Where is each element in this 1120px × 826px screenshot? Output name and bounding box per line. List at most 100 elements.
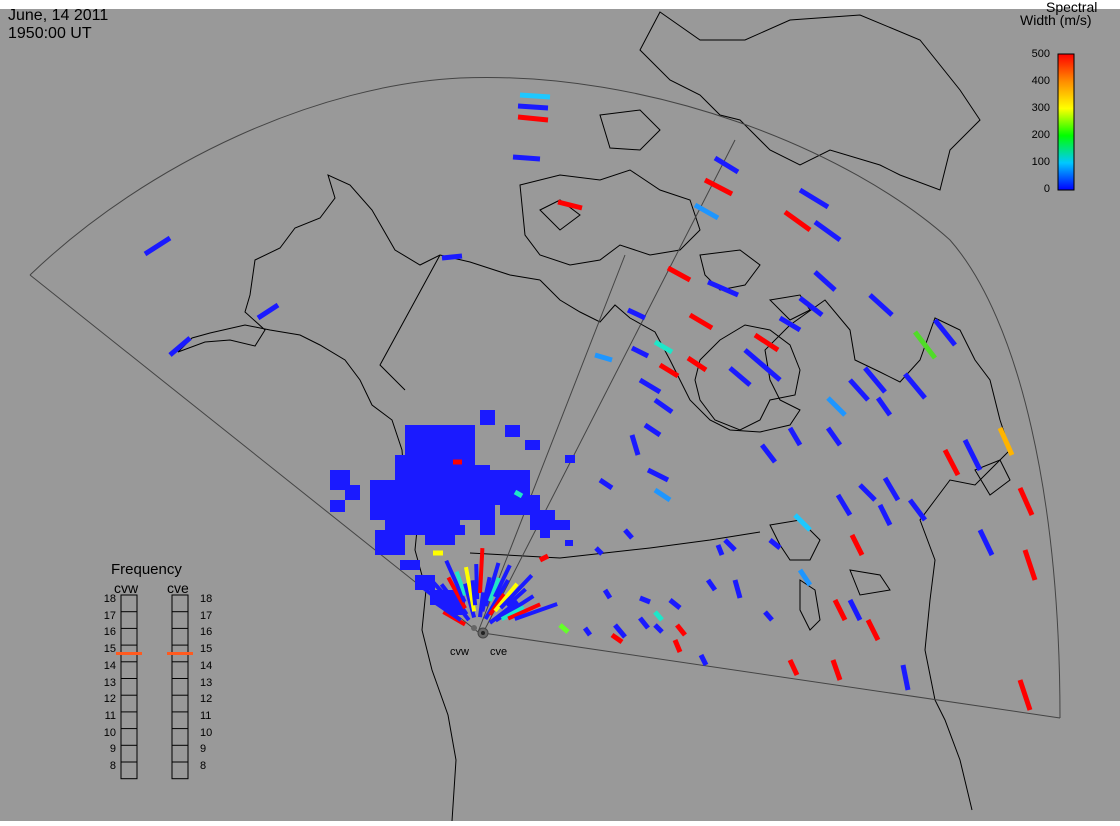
frequency-scale-label-left: 16 [103,626,116,639]
echo-segment [626,307,647,321]
echo-segment [517,103,549,111]
cvw-site-marker [471,625,477,631]
echo-segment [1017,486,1035,517]
echo-segment [832,598,848,622]
echo-cell [530,510,555,530]
echo-segment [444,559,467,603]
frequency-scale-label-left: 9 [109,743,116,756]
frequency-scale-label-right: 18 [200,593,213,605]
echo-segment [875,396,893,417]
echo-segment [903,372,927,400]
echo-segment [787,426,803,447]
echo-segment [514,602,558,621]
echo-segment [629,434,641,456]
echo-segment [653,610,664,622]
echo-segment [753,332,780,353]
echo-segment [446,576,467,610]
echo-segment [646,467,670,483]
echo-segment [830,659,843,681]
echo-segment [658,362,680,379]
echo-segment [768,538,782,550]
echo-segment [933,318,957,347]
station-label-west: cvw [450,646,469,658]
backscatter-echoes [143,92,1038,711]
echo-segment [778,315,802,333]
echo-segment [512,154,541,162]
echo-segment [494,594,535,623]
nova-scotia [974,459,1011,496]
echo-segment [848,378,870,402]
cve-frequency-column [171,594,189,780]
echo-segment [480,576,492,612]
frequency-col-east: cve [167,580,189,596]
echo-segment [653,623,664,634]
echo-segment [594,352,613,363]
echo-segment [168,336,192,357]
echo-segment [594,546,604,556]
echo-segment [675,623,687,637]
echo-segment [483,562,501,607]
echo-segment [813,219,842,243]
colorbar-title-line1: Spectral [1046,0,1098,15]
echo-segment [723,538,737,552]
echo-segment [598,477,614,491]
echo-segment [877,503,893,527]
frequency-scale-label-right: 17 [200,609,213,622]
colorbar-tick-label: 100 [1031,156,1050,168]
echo-cell [510,505,520,515]
echo-segment [630,345,650,359]
echo-segment [1017,679,1033,711]
echo-segment [639,595,651,605]
echo-segment [783,209,812,233]
colorbar-title-line2: Width (m/s) [1020,12,1092,28]
echo-segment [488,592,506,616]
echo-segment [441,253,463,261]
echo-segment [653,339,674,355]
echo-segment [143,235,172,257]
frequency-scale-label-left: 8 [109,760,116,772]
frequency-scale-label-left: 13 [103,676,116,689]
echo-segment [688,312,714,331]
echo-segment [798,187,830,210]
echo-cell [455,525,465,535]
echo-segment [793,513,812,532]
frequency-title: Frequency [111,561,182,578]
echo-cell [480,410,495,425]
frequency-scale-label-left: 18 [103,593,116,605]
time-label: 1950:00 UT [8,25,92,42]
coastline-arctic [539,279,1001,433]
echo-segment [430,598,462,622]
echo-segment [451,592,469,616]
echo-segment [499,574,534,610]
echo-segment [442,610,467,627]
echo-cell [555,520,570,530]
echo-segment [500,605,525,621]
echo-cell [455,500,495,520]
echo-segment [474,563,480,600]
echo-segment [763,610,774,622]
frequency-scale-label-left: 17 [103,609,116,622]
echo-segment [434,590,456,611]
echo-segment [847,598,863,622]
echo-segment [760,443,777,464]
echo-segment [454,571,467,596]
echo-segment [849,533,865,557]
echo-cell [375,530,405,555]
echo-segment [638,616,650,630]
echo-segment [420,585,459,617]
echo-segment [426,575,454,605]
echo-segment [703,177,734,197]
frequency-scale-label-right: 8 [200,760,207,772]
map-background [0,9,1120,821]
echo-segment [623,528,634,540]
colorbar-gradient [1057,53,1075,191]
echo-segment [557,199,583,211]
echo-cell [540,530,550,538]
colorbar-tick-label: 400 [1031,75,1050,87]
echo-segment [602,588,613,600]
echo-segment [517,114,549,123]
echo-segment [519,92,551,100]
echo-segment [798,296,824,317]
echo-segment [638,377,662,395]
frequency-scale-label-left: 10 [103,726,116,739]
